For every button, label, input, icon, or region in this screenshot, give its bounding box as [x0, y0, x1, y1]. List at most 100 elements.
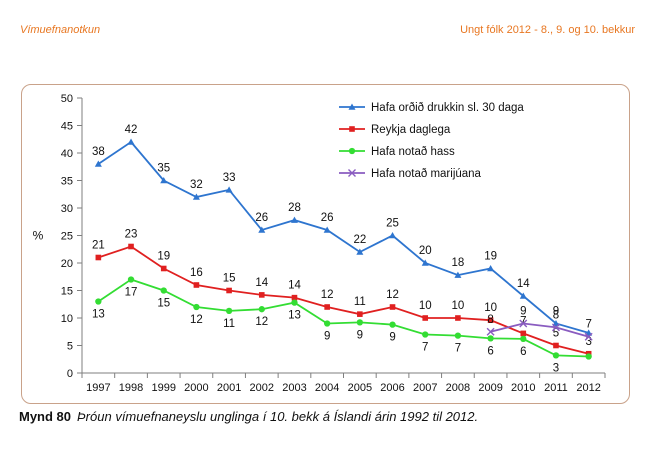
- data-label: 12: [321, 289, 334, 301]
- data-label: 8: [487, 314, 493, 326]
- y-tick-label: 5: [67, 341, 73, 353]
- x-tick-label: 1999: [151, 382, 175, 394]
- data-point: [389, 232, 397, 239]
- data-label: 14: [255, 277, 268, 289]
- legend-marker: [348, 147, 356, 155]
- data-label: 21: [92, 240, 105, 252]
- data-label: 16: [190, 267, 203, 279]
- y-tick-label: 20: [61, 258, 73, 270]
- data-label: 19: [157, 251, 170, 263]
- series-line: [97, 140, 589, 334]
- data-label: 7: [455, 343, 461, 355]
- data-label: 10: [484, 302, 497, 314]
- data-label: 5: [553, 328, 559, 340]
- data-point: [192, 193, 200, 200]
- data-point: [291, 294, 298, 301]
- data-label: 7: [422, 342, 428, 354]
- data-label: 26: [321, 212, 334, 224]
- data-point: [584, 332, 593, 341]
- data-point: [553, 342, 559, 349]
- data-label: 35: [157, 163, 170, 175]
- y-tick-label: 35: [61, 176, 73, 188]
- y-tick-label: 45: [61, 121, 73, 133]
- data-label: 12: [255, 316, 268, 328]
- x-tick-label: 2000: [184, 382, 208, 394]
- data-label: 25: [386, 218, 399, 230]
- data-label: 26: [255, 212, 268, 224]
- x-tick-label: 2009: [478, 382, 502, 394]
- data-point: [226, 287, 232, 294]
- data-label: 9: [520, 306, 526, 318]
- data-point: [95, 254, 102, 261]
- data-label: 12: [386, 289, 399, 301]
- data-label: 17: [125, 287, 138, 299]
- data-label: 9: [553, 306, 559, 318]
- legend-label: Hafa orðið drukkin sl. 30 daga: [371, 102, 524, 114]
- legend-marker: [348, 169, 356, 177]
- data-point: [160, 177, 168, 184]
- data-label: 13: [92, 309, 105, 321]
- data-point: [422, 315, 429, 321]
- data-label: 18: [452, 257, 465, 269]
- data-point: [225, 307, 233, 314]
- data-label: 22: [353, 234, 366, 246]
- y-tick-label: 25: [61, 231, 73, 243]
- y-tick-label: 40: [61, 148, 73, 160]
- x-tick-label: 2005: [348, 382, 372, 394]
- data-point: [127, 276, 135, 283]
- data-point: [421, 259, 429, 266]
- data-label: 28: [288, 202, 301, 214]
- x-tick-label: 2011: [544, 382, 568, 394]
- x-tick-label: 1997: [86, 382, 110, 394]
- data-label: 6: [520, 346, 526, 358]
- data-label: 32: [190, 179, 203, 191]
- data-point: [193, 282, 200, 288]
- data-label: 11: [354, 296, 366, 308]
- legend-label: Reykja daglega: [371, 124, 451, 136]
- data-label: 14: [288, 280, 301, 292]
- data-point: [258, 306, 265, 313]
- data-point: [95, 298, 102, 305]
- data-point: [291, 299, 298, 306]
- x-tick-label: 2006: [380, 382, 404, 394]
- data-point: [258, 292, 265, 298]
- y-tick-label: 30: [61, 203, 73, 215]
- figure-caption: Mynd 80 Þróun vímuefnaneyslu unglinga í 1…: [19, 409, 478, 424]
- legend-label: Hafa notað hass: [371, 146, 455, 158]
- data-point: [128, 243, 134, 250]
- data-label: 33: [223, 172, 236, 184]
- data-point: [519, 319, 528, 328]
- data-label: 6: [487, 345, 493, 357]
- data-label: 7: [520, 315, 526, 327]
- data-label: 12: [190, 314, 203, 326]
- x-tick-label: 2007: [413, 382, 437, 394]
- data-point: [324, 320, 331, 327]
- data-point: [357, 311, 363, 317]
- data-label: 15: [223, 273, 236, 285]
- legend-marker: [349, 126, 355, 132]
- data-label: 13: [288, 310, 301, 322]
- data-label: 9: [357, 329, 363, 341]
- x-tick-label: 2003: [282, 382, 306, 394]
- x-tick-label: 2012: [576, 382, 600, 394]
- data-point: [160, 265, 167, 272]
- data-point: [324, 304, 330, 310]
- y-axis-label: %: [33, 229, 44, 243]
- data-point: [519, 292, 527, 299]
- data-point: [520, 335, 527, 343]
- data-label: 20: [419, 245, 432, 257]
- y-tick-label: 10: [61, 313, 73, 325]
- data-label: 19: [484, 251, 497, 263]
- y-tick-label: 15: [61, 286, 73, 298]
- data-point: [356, 319, 363, 326]
- x-tick-label: 2008: [446, 382, 470, 394]
- data-label: 11: [223, 318, 235, 330]
- data-point: [455, 315, 461, 321]
- x-tick-label: 2010: [511, 382, 535, 394]
- figure-label: Mynd 80: [19, 409, 72, 424]
- data-label: 3: [585, 336, 591, 348]
- data-point: [422, 331, 429, 338]
- data-label: 8: [553, 309, 559, 321]
- data-label: 10: [419, 300, 432, 312]
